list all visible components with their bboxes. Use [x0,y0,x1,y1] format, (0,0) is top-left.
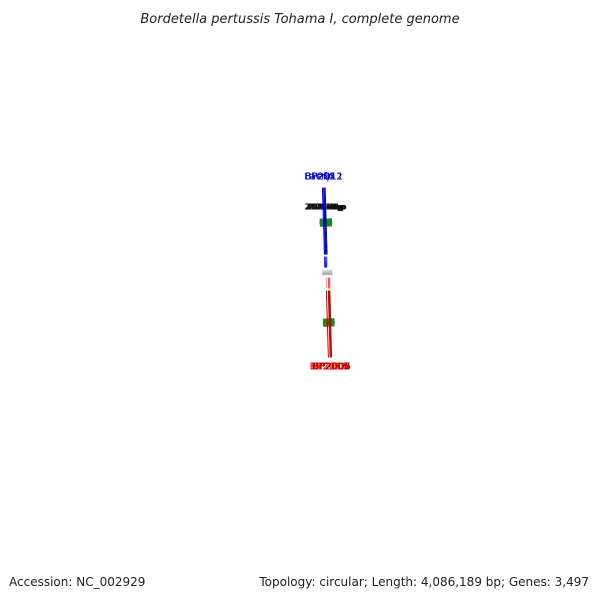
gene-BP2009[interactable] [327,277,329,289]
gene-label-BP2006: BP2006 [312,361,350,372]
gene-label-BP2012: BP2012 [304,172,342,183]
gene-label-BP2013: BP2013 [310,362,348,373]
gene-label-leader [324,187,328,255]
tick-label: 2120 kbp [308,203,346,212]
gene-BP2011[interactable] [325,256,327,268]
gene-label-leader [323,187,327,255]
gene-label-leader [329,290,333,358]
gene-acnA[interactable] [324,256,326,268]
gene-label-BP2005: BP2005 [313,361,351,372]
gene-BP2005[interactable] [329,277,330,289]
gene-label-leader [325,290,329,358]
gene-label-BP2009: BP2009 [311,362,349,373]
gene-BP2006[interactable] [328,277,330,289]
gene-BP2013[interactable] [325,277,327,289]
gene-next-red[interactable] [329,277,331,289]
gene-BP2008[interactable] [328,277,329,289]
tick-label: 2118 kbp [309,203,347,212]
tick-label: 2119 kbp [308,203,346,212]
genome-summary-text: Topology: circular; Length: 4,086,189 bp… [258,575,589,589]
gene-label-leader [321,187,325,255]
gene-label-acnA: acnA [310,172,335,183]
gene-label-BP2008: BP2008 [312,362,350,373]
gene-label-leader [323,187,327,255]
gene-BP2007[interactable] [328,277,330,289]
map-title: Bordetella pertussis Tohama I, complete … [140,12,459,27]
gene-label-efp: efp [317,172,333,183]
accession-text: Accession: NC_002929 [9,575,145,589]
gene-label-BP2011: BP2011 [305,172,343,183]
gene-efp[interactable] [327,256,328,268]
gene-label-BP2007: BP2007 [312,361,350,372]
